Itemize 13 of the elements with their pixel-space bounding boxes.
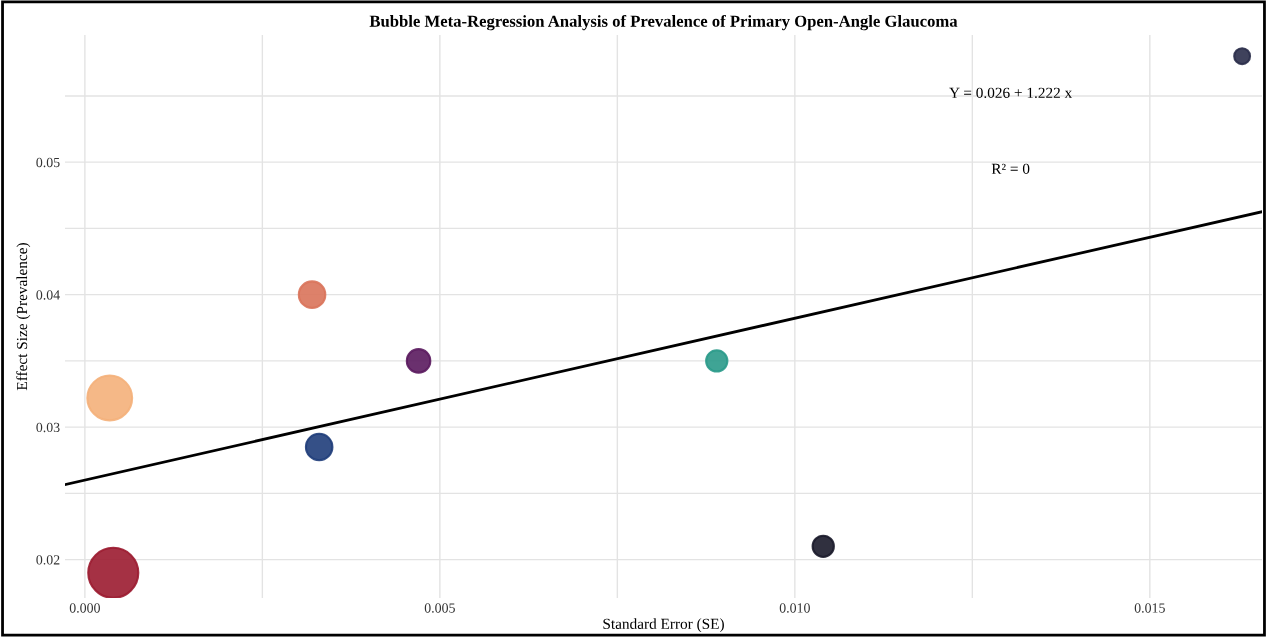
- y-tick-label: 0.03: [36, 422, 60, 433]
- x-axis-title: Standard Error (SE): [603, 618, 724, 633]
- annotation: Y = 0.026 + 1.222 x: [949, 87, 1073, 99]
- x-tick-label: 0.005: [424, 603, 455, 613]
- x-tick-label: 0.010: [779, 603, 810, 613]
- chart-title: Bubble Meta-Regression Analysis of Prevalence of Primary Open-Angle Glaucoma: [369, 14, 958, 31]
- y-tick-label: 0.04: [36, 290, 60, 300]
- x-tick-label: 0.015: [1134, 603, 1165, 613]
- y-axis-title: Effect Size (Prevalence): [16, 243, 31, 391]
- annotation: R² = 0: [991, 163, 1030, 174]
- x-tick-label: 0.000: [69, 603, 100, 613]
- y-tick-label: 0.05: [36, 157, 60, 168]
- y-tick-label: 0.02: [36, 555, 60, 565]
